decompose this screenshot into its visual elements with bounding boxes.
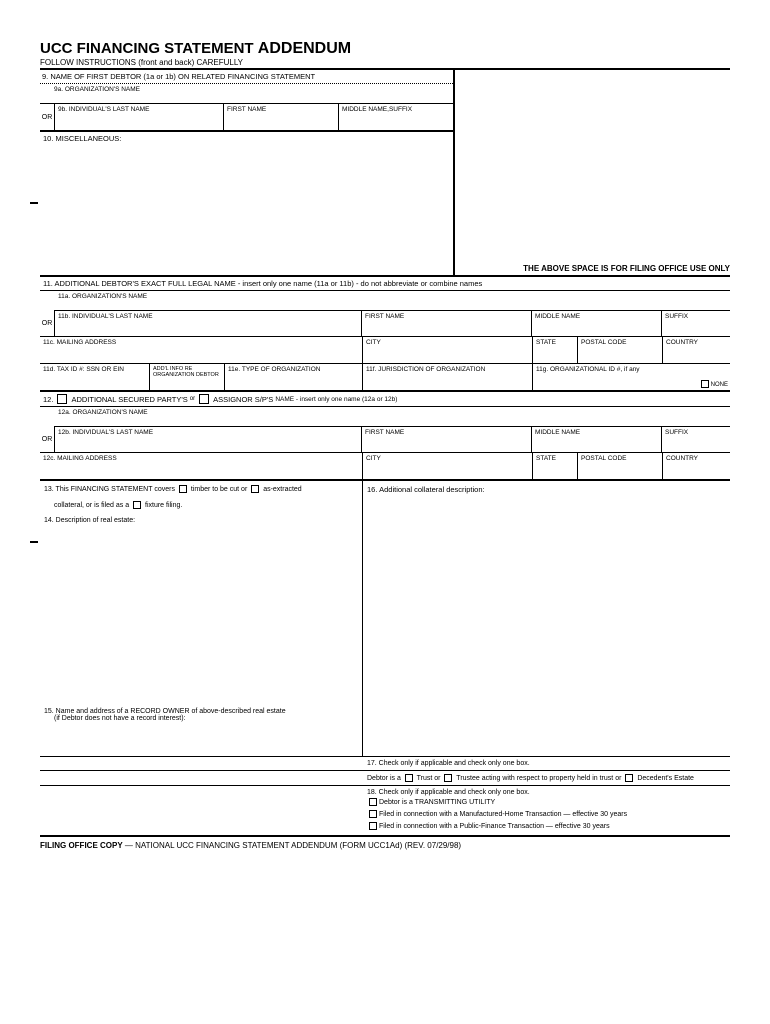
sec17-options: Debtor is a Trust or Trustee acting with… xyxy=(40,771,730,786)
sec12c-country-label: COUNTRY xyxy=(666,455,727,462)
sec17-decedent-checkbox[interactable] xyxy=(625,774,633,782)
sec14-label: 14. Description of real estate: xyxy=(44,516,358,527)
sec11b-first-label: FIRST NAME xyxy=(365,313,528,320)
sec12-or: OR xyxy=(40,426,54,452)
sec12c-mail-label: 12c. MAILING ADDRESS xyxy=(43,455,359,462)
sec13-timber-checkbox[interactable] xyxy=(179,485,187,493)
crop-mark-left-2 xyxy=(30,541,38,543)
instructions: FOLLOW INSTRUCTIONS (front and back) CAR… xyxy=(40,58,730,70)
sec12a-label: 12a. ORGANIZATION'S NAME xyxy=(40,407,730,426)
sec12-secured-party-checkbox[interactable] xyxy=(57,394,67,404)
sec11b-middle-label: MIDDLE NAME xyxy=(535,313,658,320)
sec16-label: 16. Additional collateral description: xyxy=(367,485,485,494)
sec12b-middle-label: MIDDLE NAME xyxy=(535,429,658,436)
crop-mark-left-1 xyxy=(30,202,38,204)
section-13-14-15: 13. This FINANCING STATEMENT covers timb… xyxy=(40,481,363,756)
sec11d-tax-label: 11d. TAX ID #: SSN OR EIN xyxy=(43,366,146,373)
section-16: 16. Additional collateral description: xyxy=(363,481,730,756)
ucc-form: UCC FINANCING STATEMENT ADDENDUM FOLLOW … xyxy=(40,40,730,854)
sec10-label: 10. MISCELLANEOUS: xyxy=(43,134,121,143)
title-addendum: ADDENDUM xyxy=(258,40,351,57)
form-title: UCC FINANCING STATEMENT ADDENDUM xyxy=(40,40,730,58)
sec11c-city-label: CITY xyxy=(366,339,529,346)
sec18-heading: 18. Check only if applicable and check o… xyxy=(367,789,726,796)
footer-rest: — NATIONAL UCC FINANCING STATEMENT ADDEN… xyxy=(123,841,461,850)
sec12b-suffix-label: SUFFIX xyxy=(665,429,727,436)
sec12c-city-label: CITY xyxy=(366,455,529,462)
sec11-none-label: NONE xyxy=(711,382,728,388)
footer: FILING OFFICE COPY — NATIONAL UCC FINANC… xyxy=(40,837,730,854)
sec12-assignor-checkbox[interactable] xyxy=(199,394,209,404)
sec12c-state-label: STATE xyxy=(536,455,574,462)
section-9: 9. NAME OF FIRST DEBTOR (1a or 1b) ON RE… xyxy=(40,70,455,132)
sec11-none-checkbox[interactable] xyxy=(701,380,709,388)
sec11d-addl-label: ADD'L INFO RE ORGANIZATION DEBTOR xyxy=(153,366,221,378)
title-main: UCC FINANCING STATEMENT xyxy=(40,40,254,57)
filing-office-note: THE ABOVE SPACE IS FOR FILING OFFICE USE… xyxy=(455,262,730,277)
sec11c-mail-label: 11c. MAILING ADDRESS xyxy=(43,339,359,346)
sec18-utility-checkbox[interactable] xyxy=(369,798,377,806)
sec11-or: OR xyxy=(40,310,54,336)
sec11c-postal-label: POSTAL CODE xyxy=(581,339,659,346)
sec9b-middle-label: MIDDLE NAME,SUFFIX xyxy=(342,106,450,113)
sec18-mfg-home-checkbox[interactable] xyxy=(369,810,377,818)
sec12-heading: 12. ADDITIONAL SECURED PARTY'S or ASSIGN… xyxy=(40,392,730,407)
sec9-or: OR xyxy=(40,104,54,130)
sec12c-postal-label: POSTAL CODE xyxy=(581,455,659,462)
sec9-heading: 9. NAME OF FIRST DEBTOR (1a or 1b) ON RE… xyxy=(40,70,453,84)
sec11b-last-label: 11b. INDIVIDUAL'S LAST NAME xyxy=(58,313,358,320)
sec9a-label: 9a. ORGANIZATION'S NAME xyxy=(40,84,453,103)
sec11-heading: 11. ADDITIONAL DEBTOR'S EXACT FULL LEGAL… xyxy=(40,277,730,291)
sec17-trust-checkbox[interactable] xyxy=(405,774,413,782)
sec11b-suffix-label: SUFFIX xyxy=(665,313,727,320)
sec12b-last-label: 12b. INDIVIDUAL'S LAST NAME xyxy=(58,429,358,436)
sec12b-first-label: FIRST NAME xyxy=(365,429,528,436)
sec11g-orgid-label: 11g. ORGANIZATIONAL ID #, if any xyxy=(536,366,727,373)
sec18-public-finance-checkbox[interactable] xyxy=(369,822,377,830)
sec13-fixture-checkbox[interactable] xyxy=(133,501,141,509)
sec15-label-1: 15. Name and address of a RECORD OWNER o… xyxy=(44,708,358,715)
sec11f-juris-label: 11f. JURISDICTION OF ORGANIZATION xyxy=(366,366,529,373)
sec15-label-2: (if Debtor does not have a record intere… xyxy=(54,715,358,722)
sec11c-state-label: STATE xyxy=(536,339,574,346)
sec11c-country-label: COUNTRY xyxy=(666,339,727,346)
sec17-trustee-checkbox[interactable] xyxy=(444,774,452,782)
footer-bold: FILING OFFICE COPY xyxy=(40,841,123,850)
section-10: 10. MISCELLANEOUS: xyxy=(40,132,455,277)
sec11a-label: 11a. ORGANIZATION'S NAME xyxy=(40,291,730,310)
section-18: 18. Check only if applicable and check o… xyxy=(40,786,730,837)
sec9b-lastname-label: 9b. INDIVIDUAL'S LAST NAME xyxy=(58,106,220,113)
sec17-heading: 17. Check only if applicable and check o… xyxy=(40,757,730,771)
sec13-extracted-checkbox[interactable] xyxy=(251,485,259,493)
sec9b-firstname-label: FIRST NAME xyxy=(227,106,335,113)
sec11e-type-label: 11e. TYPE OF ORGANIZATION xyxy=(228,366,359,373)
